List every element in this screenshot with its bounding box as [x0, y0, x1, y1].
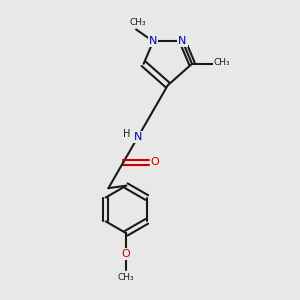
- Text: H: H: [123, 129, 130, 139]
- Text: O: O: [122, 249, 130, 259]
- Text: CH₃: CH₃: [118, 273, 134, 282]
- Text: N: N: [178, 36, 187, 46]
- Text: CH₃: CH₃: [213, 58, 230, 67]
- Text: O: O: [151, 158, 159, 167]
- Text: N: N: [149, 36, 158, 46]
- Text: CH₃: CH₃: [129, 18, 146, 27]
- Text: N: N: [134, 132, 142, 142]
